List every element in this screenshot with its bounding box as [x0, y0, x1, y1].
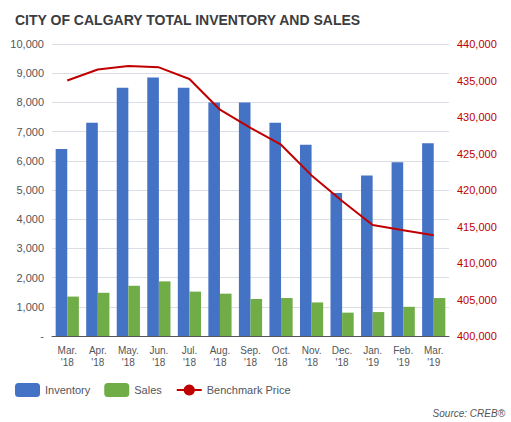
svg-text:Sep.: Sep.	[240, 345, 261, 356]
svg-text:6,000: 6,000	[16, 155, 44, 167]
svg-text:Jun.: Jun.	[149, 345, 168, 356]
svg-text:8,000: 8,000	[16, 96, 44, 108]
svg-text:'18: '18	[152, 357, 165, 368]
svg-text:'18: '18	[183, 357, 196, 368]
svg-text:Jul.: Jul.	[182, 345, 198, 356]
svg-text:Mar.: Mar.	[58, 345, 77, 356]
svg-text:Oct.: Oct.	[272, 345, 290, 356]
svg-text:'19: '19	[366, 357, 379, 368]
svg-text:Aug.: Aug.	[210, 345, 231, 356]
svg-text:425,000: 425,000	[457, 148, 497, 160]
svg-text:400,000: 400,000	[457, 330, 497, 342]
svg-text:May.: May.	[118, 345, 139, 356]
svg-text:Sales: Sales	[134, 384, 162, 396]
svg-text:3,000: 3,000	[16, 242, 44, 254]
svg-text:440,000: 440,000	[457, 38, 497, 50]
svg-text:'18: '18	[275, 357, 288, 368]
svg-text:430,000: 430,000	[457, 111, 497, 123]
svg-text:'18: '18	[91, 357, 104, 368]
svg-text:Source: CREB®: Source: CREB®	[433, 408, 506, 419]
svg-text:Dec.: Dec.	[332, 345, 353, 356]
svg-text:4,000: 4,000	[16, 213, 44, 225]
svg-text:CITY OF CALGARY TOTAL INVENTOR: CITY OF CALGARY TOTAL INVENTORY AND SALE…	[15, 12, 360, 28]
svg-text:Apr.: Apr.	[89, 345, 107, 356]
svg-text:'19: '19	[427, 357, 440, 368]
svg-text:'18: '18	[244, 357, 257, 368]
svg-text:415,000: 415,000	[457, 221, 497, 233]
svg-text:5,000: 5,000	[16, 184, 44, 196]
svg-text:435,000: 435,000	[457, 75, 497, 87]
svg-text:'18: '18	[122, 357, 135, 368]
svg-text:10,000: 10,000	[10, 38, 44, 50]
svg-text:'18: '18	[336, 357, 349, 368]
svg-text:'18: '18	[213, 357, 226, 368]
svg-text:Inventory: Inventory	[45, 384, 91, 396]
svg-text:Nov.: Nov.	[302, 345, 322, 356]
svg-text:Benchmark Price: Benchmark Price	[207, 384, 291, 396]
svg-text:420,000: 420,000	[457, 184, 497, 196]
svg-text:410,000: 410,000	[457, 257, 497, 269]
svg-text:-: -	[40, 330, 44, 342]
svg-text:'18: '18	[61, 357, 74, 368]
svg-text:1,000: 1,000	[16, 301, 44, 313]
svg-text:Mar.: Mar.	[424, 345, 443, 356]
svg-text:'18: '18	[305, 357, 318, 368]
svg-text:405,000: 405,000	[457, 294, 497, 306]
svg-text:Jan.: Jan.	[363, 345, 382, 356]
svg-text:'19: '19	[397, 357, 410, 368]
svg-text:9,000: 9,000	[16, 67, 44, 79]
svg-text:Feb.: Feb.	[393, 345, 413, 356]
svg-text:7,000: 7,000	[16, 126, 44, 138]
svg-text:2,000: 2,000	[16, 272, 44, 284]
